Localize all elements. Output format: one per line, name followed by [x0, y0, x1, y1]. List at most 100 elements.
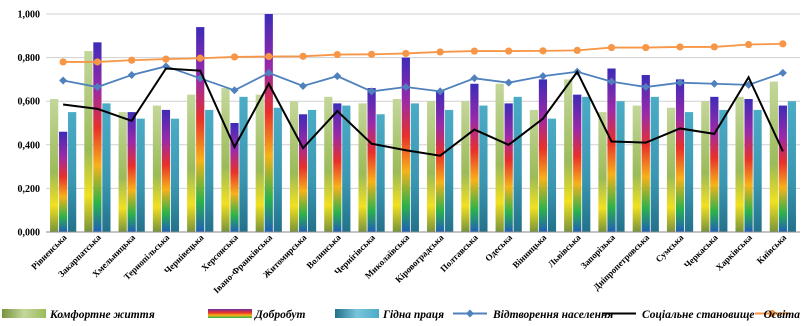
bar-welfare: [401, 57, 410, 232]
y-tick-label: 0,800: [18, 53, 41, 64]
legend-label: Комфортне життя: [49, 309, 155, 321]
bar-decent-work: [582, 96, 591, 232]
bar-decent-work: [479, 105, 488, 232]
marker-education: [333, 50, 341, 59]
bar-decent-work: [650, 96, 659, 232]
bar-decent-work: [273, 107, 282, 232]
bar-comfortable-life: [324, 96, 333, 232]
bar-welfare: [675, 79, 685, 233]
bar-decent-work: [307, 109, 317, 232]
bar-decent-work: [102, 103, 111, 232]
marker-education: [299, 52, 307, 60]
marker-education: [676, 43, 684, 51]
marker-population-reproduction: [504, 78, 513, 87]
marker-population-reproduction: [470, 74, 479, 83]
bar-comfortable-life: [461, 101, 470, 232]
bar-decent-work: [616, 101, 625, 232]
legend-swatch: [335, 309, 379, 318]
legend-marker: [768, 309, 776, 318]
marker-education: [505, 47, 513, 55]
bar-welfare: [778, 105, 787, 232]
legend-marker: [466, 309, 474, 318]
bar-decent-work: [547, 118, 557, 232]
legend-comfortable-life: Комфортне життя: [2, 309, 155, 321]
marker-population-reproduction: [538, 72, 547, 81]
bar-welfare: [504, 103, 513, 232]
legend-label: Гідна праця: [382, 309, 444, 321]
bar-comfortable-life: [187, 94, 196, 232]
bar-welfare: [573, 94, 582, 232]
bar-layer: [50, 14, 796, 233]
bar-decent-work: [787, 101, 796, 232]
marker-education: [402, 49, 410, 58]
x-category-label: Харківська: [714, 232, 755, 273]
marker-education: [162, 55, 170, 63]
marker-education: [230, 53, 239, 61]
bar-decent-work: [445, 109, 454, 232]
bar-welfare: [436, 90, 445, 232]
bar-comfortable-life: [84, 51, 93, 233]
bar-welfare: [333, 103, 342, 232]
bar-comfortable-life: [358, 103, 367, 232]
legend-decent-work: Гідна праця: [335, 309, 444, 321]
y-axis-ticks: 0,000 0,200 0,400 0,600 0,800 1,000: [18, 10, 41, 239]
legend-label: Освіта: [764, 309, 801, 321]
line-layer: [59, 40, 787, 157]
bar-welfare: [196, 27, 205, 232]
bar-welfare: [538, 79, 548, 233]
bar-welfare: [298, 114, 308, 232]
marker-education: [93, 58, 102, 66]
bar-decent-work: [513, 96, 522, 232]
legend: Комфортне життя Добробут Гідна праця Відтво…: [2, 309, 800, 321]
bar-comfortable-life: [495, 83, 504, 232]
legend-swatch: [208, 309, 252, 318]
bar-decent-work: [170, 118, 180, 232]
bar-welfare: [607, 68, 616, 232]
y-tick-label: 0,000: [18, 228, 41, 239]
line-education: [63, 42, 783, 63]
marker-population-reproduction: [607, 77, 616, 86]
marker-education: [744, 40, 753, 49]
marker-population-reproduction: [127, 71, 136, 80]
marker-education: [367, 50, 376, 58]
marker-population-reproduction: [333, 72, 342, 81]
bar-comfortable-life: [701, 101, 710, 232]
marker-population-reproduction: [436, 87, 445, 96]
legend-population-reproduction: Відтворення населення: [453, 309, 613, 321]
marker-education: [265, 52, 273, 61]
bar-welfare: [641, 75, 650, 232]
marker-education: [710, 43, 718, 51]
bar-decent-work: [753, 109, 762, 232]
line-social-status: [63, 67, 784, 157]
bar-comfortable-life: [769, 81, 778, 232]
bar-comfortable-life: [564, 79, 573, 233]
x-category-label: Вінницька: [510, 232, 548, 270]
legend-education: Освіта: [755, 309, 800, 321]
bar-decent-work: [376, 114, 385, 232]
marker-education: [436, 48, 444, 56]
marker-education: [59, 58, 67, 66]
bar-comfortable-life: [529, 109, 539, 232]
bar-comfortable-life: [221, 88, 230, 233]
bar-comfortable-life: [666, 107, 676, 232]
bar-comfortable-life: [598, 112, 607, 232]
marker-population-reproduction: [367, 87, 376, 96]
legend-label: Добробут: [254, 309, 306, 321]
marker-education: [779, 40, 787, 48]
bar-decent-work: [136, 118, 145, 232]
line-population-reproduction: [62, 65, 784, 93]
y-tick-label: 1,000: [18, 10, 41, 21]
bar-comfortable-life: [152, 105, 162, 232]
bar-welfare: [161, 109, 171, 232]
marker-education: [470, 47, 479, 55]
bar-comfortable-life: [289, 101, 299, 232]
bar-welfare: [710, 96, 719, 232]
bar-comfortable-life: [255, 94, 264, 232]
marker-education: [196, 54, 204, 62]
bar-welfare: [367, 88, 376, 233]
bar-comfortable-life: [50, 99, 59, 233]
legend-swatch: [2, 309, 46, 318]
marker-education: [128, 56, 136, 64]
y-tick-label: 0,200: [18, 184, 41, 195]
